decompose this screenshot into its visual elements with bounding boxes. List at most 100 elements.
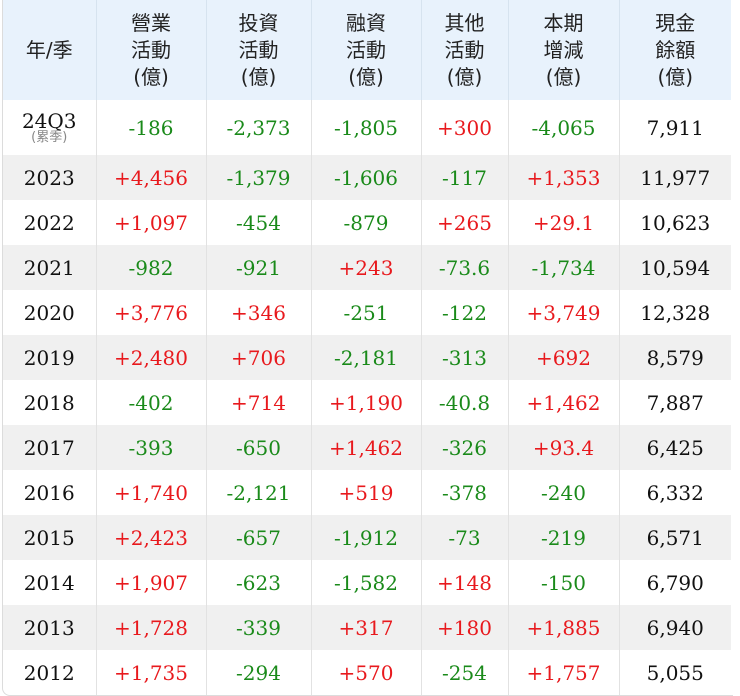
net-change-cell: -1,734: [508, 245, 620, 290]
period-cell: 2017: [3, 425, 97, 470]
period-cell: 2023: [3, 155, 97, 200]
financing-cell: +1,462: [311, 425, 422, 470]
investing-cell: -1,379: [206, 155, 312, 200]
financing-cell: -1,582: [311, 560, 422, 605]
period-note: (累季): [31, 129, 68, 145]
table-row: 2014 +1,907 -623 -1,582 +148 -150 6,790: [3, 560, 731, 605]
investing-cell: -2,121: [206, 470, 312, 515]
period-label: 2015: [23, 525, 75, 550]
cash-balance-cell: 8,579: [619, 335, 731, 380]
other-cell: -117: [421, 155, 509, 200]
financing-cell: -1,606: [311, 155, 422, 200]
period-label: 2017: [23, 435, 75, 460]
table-row: 2015 +2,423 -657 -1,912 -73 -219 6,571: [3, 515, 731, 560]
header-label-line: (億): [133, 64, 169, 89]
cash-balance-cell: 10,594: [619, 245, 731, 290]
financing-cell: -251: [311, 290, 422, 335]
header-label-line: (億): [657, 64, 694, 89]
net-change-cell: +93.4: [508, 425, 620, 470]
cash-balance-cell: 7,887: [646, 390, 704, 415]
header-investing: 投資 活動 (億): [206, 0, 312, 100]
header-financing: 融資 活動 (億): [311, 0, 422, 100]
investing-cell: -339: [206, 605, 312, 650]
other-cell: -254: [421, 650, 509, 695]
cash-balance-cell: 6,332: [646, 480, 704, 505]
header-label-line: 餘額: [655, 37, 696, 62]
header-label-line: 活動: [238, 37, 279, 62]
other-cell: +300: [421, 100, 509, 155]
operating-cell: +2,423: [96, 515, 207, 560]
investing-cell: -657: [206, 515, 312, 560]
period-cell: 2012: [3, 650, 97, 695]
header-label-line: (億): [348, 64, 384, 89]
operating-cell: +3,776: [96, 290, 207, 335]
investing-cell: -294: [206, 650, 312, 695]
investing-cell: +714: [206, 380, 312, 425]
net-change-cell: -150: [508, 560, 620, 605]
operating-cell: -393: [96, 425, 207, 470]
operating-cell: +1,907: [96, 560, 207, 605]
table-row: 2013 +1,728 -339 +317 +180 +1,885 6,940: [3, 605, 731, 650]
period-cell: 2013: [3, 605, 97, 650]
table-row: 2019 +2,480 +706 -2,181 -313 +692 8,579: [3, 335, 731, 380]
financing-cell: +1,190: [311, 380, 422, 425]
other-cell: -313: [421, 335, 509, 380]
other-cell: -122: [421, 290, 509, 335]
header-label-line: 投資: [238, 10, 279, 35]
net-change-cell: -219: [508, 515, 620, 560]
net-change-cell: +29.1: [508, 200, 620, 245]
financing-cell: +519: [311, 470, 422, 515]
other-cell: -73.6: [421, 245, 509, 290]
header-label-line: (億): [545, 64, 582, 89]
table-row: 2023 +4,456 -1,379 -1,606 -117 +1,353 11,977: [3, 155, 731, 200]
other-cell: -326: [421, 425, 509, 470]
period-cell: 2021: [3, 245, 97, 290]
net-change-cell: +1,757: [508, 650, 620, 695]
operating-cell: -982: [96, 245, 207, 290]
financing-cell: -1,912: [311, 515, 422, 560]
header-other: 其他 活動 (億): [421, 0, 509, 100]
period-cell: 2019: [3, 335, 97, 380]
period-label: 2018: [23, 390, 75, 415]
period-cell: 2015: [3, 515, 97, 560]
financing-cell: -879: [311, 200, 422, 245]
net-change-cell: +1,353: [508, 155, 620, 200]
net-change-cell: +3,749: [508, 290, 620, 335]
header-operating: 營業 活動 (億): [96, 0, 207, 100]
financing-cell: -1,805: [311, 100, 422, 155]
header-label-line: 營業: [131, 10, 171, 35]
period-cell: 24Q3 (累季): [3, 100, 97, 155]
cash-balance-cell: 6,940: [619, 605, 731, 650]
cash-balance-cell: 7,911: [646, 115, 704, 140]
table-row: 2021 -982 -921 +243 -73.6 -1,734 10,594: [3, 245, 731, 290]
operating-cell: +1,097: [96, 200, 207, 245]
other-cell: +180: [421, 605, 509, 650]
investing-cell: +706: [206, 335, 312, 380]
other-cell: +265: [421, 200, 509, 245]
operating-cell: +1,728: [96, 605, 207, 650]
investing-cell: -454: [206, 200, 312, 245]
period-cell: 2018: [3, 380, 97, 425]
table-row: 24Q3 (累季) -186 -2,373 -1,805 +300 -4,065 7,911: [3, 100, 731, 155]
period-label: 2016: [23, 480, 75, 505]
cash-balance-cell: 6,571: [619, 515, 731, 560]
period-label: 24Q3: [21, 108, 77, 133]
header-label-line: 其他: [444, 10, 485, 35]
operating-cell: -402: [96, 380, 207, 425]
operating-cell: +2,480: [96, 335, 207, 380]
net-change-cell: +1,462: [508, 380, 620, 425]
cash-balance-cell: 6,790: [646, 570, 704, 595]
header-label-line: 現金: [655, 10, 696, 35]
other-cell: -378: [421, 470, 509, 515]
header-cash-balance: 現金 餘額 (億): [619, 0, 731, 100]
cash-balance-cell: 12,328: [640, 300, 711, 325]
table-body: 24Q3 (累季) -186 -2,373 -1,805 +300 -4,065 7,911 2…: [3, 100, 731, 695]
operating-cell: +1,735: [96, 650, 207, 695]
header-label-line: (億): [446, 64, 483, 89]
period-cell: 2016: [3, 470, 97, 515]
net-change-cell: -4,065: [508, 100, 620, 155]
other-cell: -73: [421, 515, 509, 560]
operating-cell: -186: [96, 100, 207, 155]
operating-cell: +1,740: [96, 470, 207, 515]
net-change-cell: +1,885: [508, 605, 620, 650]
